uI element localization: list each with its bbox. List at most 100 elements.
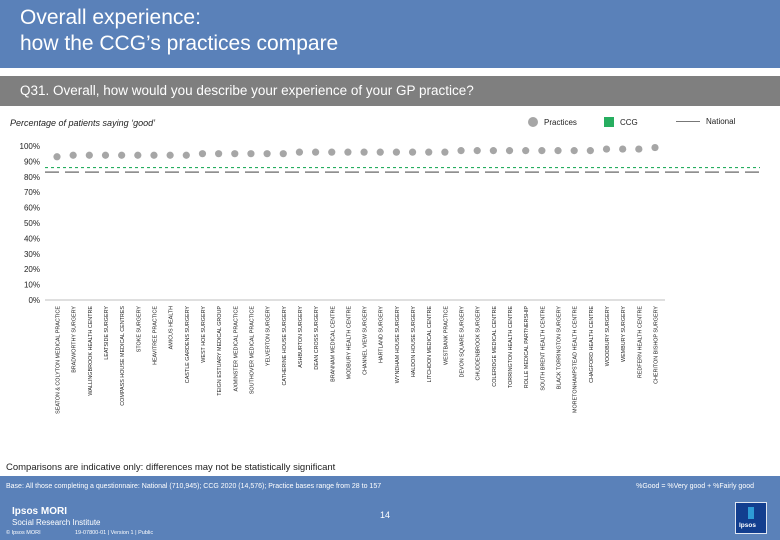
practice-point — [392, 148, 401, 156]
y-tick-label: 80% — [24, 173, 40, 182]
x-category-label: CHUDDENBROOK SURGERY — [476, 306, 482, 381]
practice-point — [473, 147, 481, 155]
x-category-label: MORETONHAMPSTEAD HEALTH CENTRE — [573, 306, 579, 413]
practice-point — [295, 148, 304, 156]
practice-point — [360, 148, 368, 156]
y-tick-label: 30% — [24, 250, 40, 259]
good-definition-note: %Good = %Very good + %Fairly good — [636, 483, 754, 490]
x-category-label: LITCHDON MEDICAL CENTRE — [427, 306, 433, 383]
x-category-label: COMPASS HOUSE MEDICAL CENTRES — [120, 306, 126, 406]
x-category-label: AXMINSTER MEDICAL PRACTICE — [233, 306, 239, 392]
practice-point — [602, 145, 611, 153]
practice-point — [554, 147, 562, 155]
x-category-label: COLERIDGE MEDICAL CENTRE — [492, 306, 498, 387]
practice-point — [441, 148, 449, 156]
x-category-label: DEVON SQUARE SURGERY — [460, 306, 466, 378]
disclaimer-text: Comparisons are indicative only: differe… — [6, 462, 336, 473]
y-tick-label: 70% — [24, 188, 40, 197]
practice-point — [408, 148, 417, 156]
x-category-label: TEIGN ESTUARY MEDICAL GROUP — [217, 306, 223, 396]
practice-point — [635, 145, 643, 153]
practice-point — [231, 150, 239, 158]
y-tick-label: 60% — [24, 204, 40, 213]
x-category-label: ROLLE MEDICAL PARTNERSHIP — [524, 306, 530, 389]
x-category-label: HARTLAND SURGERY — [379, 306, 385, 363]
x-category-label: CASTLE GARDENS SURGERY — [185, 306, 191, 384]
y-tick-label: 0% — [28, 296, 40, 305]
practice-comparison-chart: 0% 10% 20% 30% 40% 50% 60% 70% 80% 90% 100% SEATON … — [20, 142, 760, 414]
copyright-text: © Ipsos MORI — [6, 530, 41, 536]
x-category-label: HEAVITREE PRACTICE — [152, 306, 158, 365]
practice-point — [150, 151, 158, 159]
page-title: Overall experience: how the CCG’s practi… — [20, 5, 338, 57]
practice-point — [538, 147, 546, 155]
practice-point — [263, 150, 271, 158]
x-category-label: YELVERTON SURGERY — [266, 306, 272, 367]
question-bar — [0, 76, 780, 106]
y-tick-label: 10% — [24, 281, 40, 290]
x-category-label: LEATSIDE SURGERY — [104, 306, 110, 360]
x-category-label: WESTBANK PRACTICE — [443, 306, 449, 365]
practice-point — [457, 147, 465, 155]
practice-point — [166, 151, 174, 159]
practice-point — [344, 148, 352, 156]
logo-mark-icon — [748, 507, 754, 519]
x-category-label: BLACK TORRINGTON SURGERY — [557, 306, 563, 390]
x-category-label: REDFERN HEALTH CENTRE — [637, 306, 643, 378]
practice-point — [489, 147, 497, 155]
practice-point — [522, 147, 530, 155]
brand-name: Ipsos MORI — [12, 506, 68, 517]
practice-point — [651, 143, 659, 152]
x-category-label: WOODBURY SURGERY — [605, 306, 611, 367]
header-banner — [0, 0, 780, 68]
ccg-square-icon — [604, 117, 614, 127]
practice-point — [279, 150, 287, 158]
title-line-1: Overall experience: — [20, 6, 201, 29]
practice-point — [134, 151, 142, 159]
x-category-label: WEST HOE SURGERY — [201, 306, 207, 363]
practice-point — [328, 148, 336, 156]
x-category-label: HALDON HOUSE SURGERY — [411, 306, 417, 378]
footer-bar — [0, 476, 780, 540]
question-text: Q31. Overall, how would you describe you… — [20, 83, 474, 98]
x-category-label: CHERITON BISHOP SURGERY — [654, 306, 660, 384]
ipsos-logo: Ipsos — [735, 502, 767, 534]
national-line-icon — [676, 121, 700, 122]
x-category-label: SEATON & COLYTON MEDICAL PRACTICE — [56, 306, 62, 414]
base-note: Base: All those completing a questionnai… — [6, 483, 382, 490]
x-category-label: CATHERINE HOUSE SURGERY — [282, 306, 288, 386]
x-category-label: MODBURY HEALTH CENTRE — [346, 306, 352, 380]
legend-ccg: CCG — [604, 117, 638, 127]
x-category-label: DEAN CROSS SURGERY — [314, 306, 320, 370]
practice-point — [85, 151, 93, 159]
practice-point — [215, 150, 223, 158]
x-category-label: BRANNAM MEDICAL CENTRE — [330, 306, 336, 382]
x-category-label: BRADWORTHY SURGERY — [72, 306, 78, 373]
y-tick-label: 90% — [24, 157, 40, 166]
x-category-label: TORRINGTON HEALTH CENTRE — [508, 306, 514, 388]
legend-national: National — [676, 117, 735, 126]
x-category-label: CHANNEL VIEW SURGERY — [363, 306, 369, 375]
legend-practices: Practices — [528, 117, 577, 127]
x-category-label: CHAGFORD HEALTH CENTRE — [589, 306, 595, 383]
practice-point — [376, 148, 384, 156]
legend-practices-label: Practices — [544, 117, 577, 127]
x-category-label: WEMBURY SURGERY — [621, 306, 627, 362]
job-reference: 19-07800-01 | Version 1 | Public — [75, 530, 154, 536]
y-tick-label: 50% — [24, 219, 40, 228]
practice-dot-icon — [528, 117, 538, 127]
practice-point — [311, 148, 320, 156]
x-category-label: WYNDHAM HOUSE SURGERY — [395, 306, 401, 384]
practice-point — [247, 150, 255, 158]
brand-subname: Social Research Institute — [12, 518, 101, 527]
legend-national-label: National — [706, 117, 736, 126]
y-tick-label: 100% — [20, 142, 40, 151]
logo-text: Ipsos — [739, 522, 756, 529]
x-category-label: STOKE SURGERY — [136, 306, 142, 353]
practice-point — [619, 145, 627, 153]
practice-point — [53, 153, 61, 161]
practice-point — [505, 147, 514, 155]
x-category-label: ASHBURTON SURGERY — [298, 306, 304, 368]
practice-point — [586, 147, 594, 155]
practice-point — [182, 151, 190, 159]
